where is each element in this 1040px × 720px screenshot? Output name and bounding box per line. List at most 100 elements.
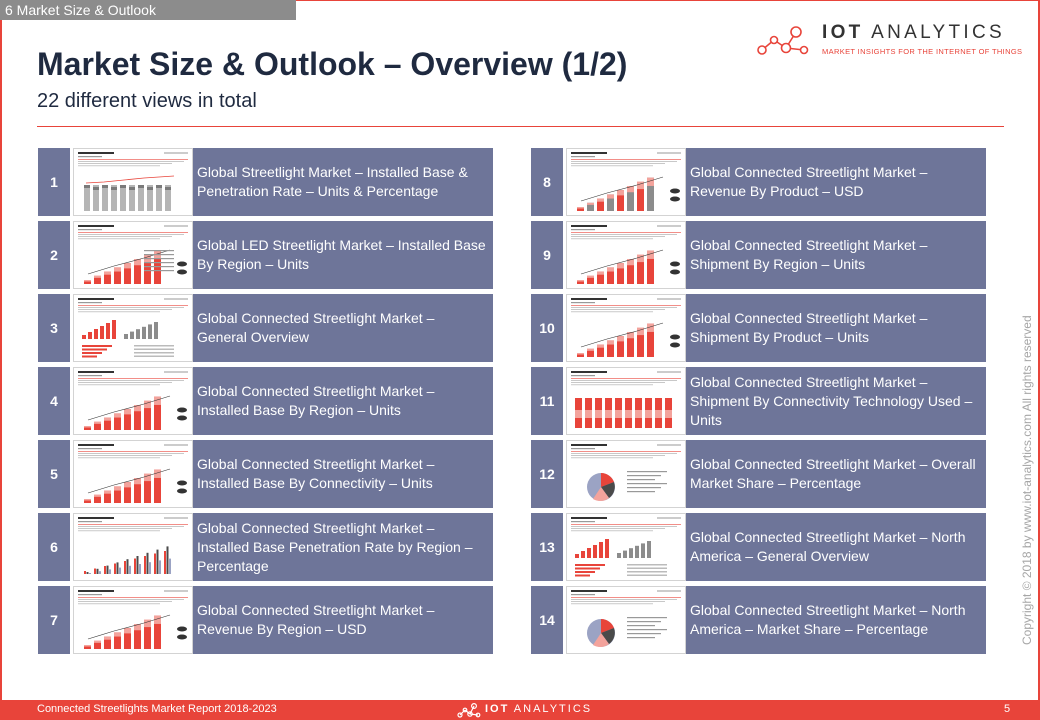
network-nodes-icon <box>757 26 809 55</box>
copyright-notice: Copyright © 2018 by www.iot-analytics.co… <box>1020 315 1034 645</box>
view-number: 11 <box>531 367 563 435</box>
view-label: Global Connected Streetlight Market – No… <box>686 513 986 581</box>
view-label-text: Global LED Streetlight Market – Installe… <box>197 237 486 272</box>
section-tab: 6 Market Size & Outlook <box>0 0 296 20</box>
view-label-text: Global Connected Streetlight Market – Ge… <box>197 310 435 345</box>
view-number: 10 <box>531 294 563 362</box>
view-thumbnail <box>566 440 686 508</box>
footer-network-nodes-icon <box>457 702 481 718</box>
thumbnail-chart-icon <box>571 225 681 284</box>
view-thumbnail <box>566 294 686 362</box>
view-number: 14 <box>531 586 563 654</box>
footer-logo-bold: IOT <box>485 703 510 715</box>
view-number: 5 <box>38 440 70 508</box>
view-number: 1 <box>38 148 70 216</box>
thumbnail-chart-icon <box>78 590 188 649</box>
view-row: 14 Global Connected Streetlight Market – … <box>531 586 986 654</box>
view-label-text: Global Streetlight Market – Installed Ba… <box>197 164 468 199</box>
view-row: 13 Global Connected Streetlight Market – … <box>531 513 986 581</box>
view-label: Global Connected Streetlight Market – Sh… <box>686 294 986 362</box>
view-number: 6 <box>38 513 70 581</box>
top-frame-line <box>0 0 1040 1</box>
logo-wordmark: IOT ANALYTICS <box>822 22 1005 44</box>
thumbnail-chart-icon <box>571 517 681 577</box>
view-number: 3 <box>38 294 70 362</box>
view-number: 7 <box>38 586 70 654</box>
view-label: Global Connected Streetlight Market – Sh… <box>686 221 986 289</box>
view-thumbnail <box>73 221 193 289</box>
footer-logo: IOT ANALYTICS <box>457 701 590 719</box>
view-number: 12 <box>531 440 563 508</box>
view-label: Global Connected Streetlight Market – Re… <box>686 148 986 216</box>
view-number: 4 <box>38 367 70 435</box>
footer-logo-rest: ANALYTICS <box>513 703 593 715</box>
footer-report-name: Connected Streetlights Market Report 201… <box>37 703 277 715</box>
thumbnail-chart-icon <box>571 152 681 211</box>
view-label: Global Streetlight Market – Installed Ba… <box>193 148 493 216</box>
view-label-text: Global Connected Streetlight Market – Re… <box>197 602 435 637</box>
view-thumbnail <box>73 294 193 362</box>
view-label-text: Global Connected Streetlight Market – Sh… <box>690 237 928 272</box>
view-label-text: Global Connected Streetlight Market – Ov… <box>690 456 976 491</box>
view-label: Global Connected Streetlight Market – Ov… <box>686 440 986 508</box>
view-row: 1 Global Streetlight Market – Installed B… <box>38 148 493 216</box>
view-label-text: Global Connected Streetlight Market – In… <box>197 456 435 491</box>
view-thumbnail <box>73 367 193 435</box>
footer-bar: Connected Streetlights Market Report 201… <box>0 700 1040 720</box>
view-thumbnail <box>566 221 686 289</box>
right-frame-line <box>1038 0 1040 720</box>
footer-logo-wordmark: IOT ANALYTICS <box>485 703 592 715</box>
view-thumbnail <box>566 148 686 216</box>
view-label-text: Global Connected Streetlight Market – Sh… <box>690 310 928 345</box>
thumbnail-chart-icon <box>78 152 188 211</box>
thumbnail-chart-icon <box>571 590 681 648</box>
view-number: 2 <box>38 221 70 289</box>
view-label: Global Connected Streetlight Market – Sh… <box>686 367 986 435</box>
view-label-text: Global Connected Streetlight Market – Re… <box>690 164 928 199</box>
view-row: 6 Global Connected Streetlight Market – I… <box>38 513 493 581</box>
view-thumbnail <box>566 367 686 435</box>
iot-analytics-logo: IOT ANALYTICS MARKET INSIGHTS FOR THE IN… <box>754 20 1022 60</box>
view-row: 8 Global Connected Streetlight Market – R… <box>531 148 986 216</box>
view-row: 3 Global Connected Streetlight Market – G… <box>38 294 493 362</box>
page-number: 5 <box>1004 703 1011 715</box>
view-row: 10 Global Connected Streetlight Market – … <box>531 294 986 362</box>
thumbnail-chart-icon <box>78 298 188 358</box>
thumbnail-chart-icon <box>78 444 188 503</box>
view-label-text: Global Connected Streetlight Market – No… <box>690 602 966 637</box>
logo-wordmark-rest: ANALYTICS <box>871 22 1005 43</box>
view-label: Global Connected Streetlight Market – No… <box>686 586 986 654</box>
page-title: Market Size & Outlook – Overview (1/2) <box>37 46 628 82</box>
view-thumbnail <box>566 586 686 654</box>
view-label-text: Global Connected Streetlight Market – No… <box>690 529 966 564</box>
view-thumbnail <box>73 586 193 654</box>
thumbnail-chart-icon <box>78 371 188 430</box>
view-row: 2 Global LED Streetlight Market – Install… <box>38 221 493 289</box>
thumbnail-chart-icon <box>571 371 681 428</box>
view-row: 4 Global Connected Streetlight Market – I… <box>38 367 493 435</box>
view-label-text: Global Connected Streetlight Market – In… <box>197 383 435 418</box>
left-frame-line <box>0 0 2 720</box>
view-row: 12 Global Connected Streetlight Market – … <box>531 440 986 508</box>
view-row: 7 Global Connected Streetlight Market – R… <box>38 586 493 654</box>
view-label-text: Global Connected Streetlight Market – In… <box>197 519 473 574</box>
page-subtitle: 22 different views in total <box>37 90 257 112</box>
view-thumbnail <box>73 440 193 508</box>
view-row: 9 Global Connected Streetlight Market – S… <box>531 221 986 289</box>
logo-wordmark-bold: IOT <box>822 22 864 43</box>
view-label-text: Global Connected Streetlight Market – Sh… <box>690 373 973 428</box>
thumbnail-chart-icon <box>571 298 681 357</box>
view-row: 5 Global Connected Streetlight Market – I… <box>38 440 493 508</box>
title-divider <box>37 126 1004 127</box>
view-number: 13 <box>531 513 563 581</box>
view-row: 11 Global Connected Streetlight Market – … <box>531 367 986 435</box>
thumbnail-chart-icon <box>78 225 188 284</box>
thumbnail-chart-icon <box>571 444 681 502</box>
view-thumbnail <box>566 513 686 581</box>
thumbnail-chart-icon <box>78 517 188 574</box>
view-label: Global Connected Streetlight Market – In… <box>193 440 493 508</box>
view-label: Global Connected Streetlight Market – In… <box>193 513 493 581</box>
view-label: Global LED Streetlight Market – Installe… <box>193 221 493 289</box>
view-label: Global Connected Streetlight Market – In… <box>193 367 493 435</box>
view-thumbnail <box>73 513 193 581</box>
